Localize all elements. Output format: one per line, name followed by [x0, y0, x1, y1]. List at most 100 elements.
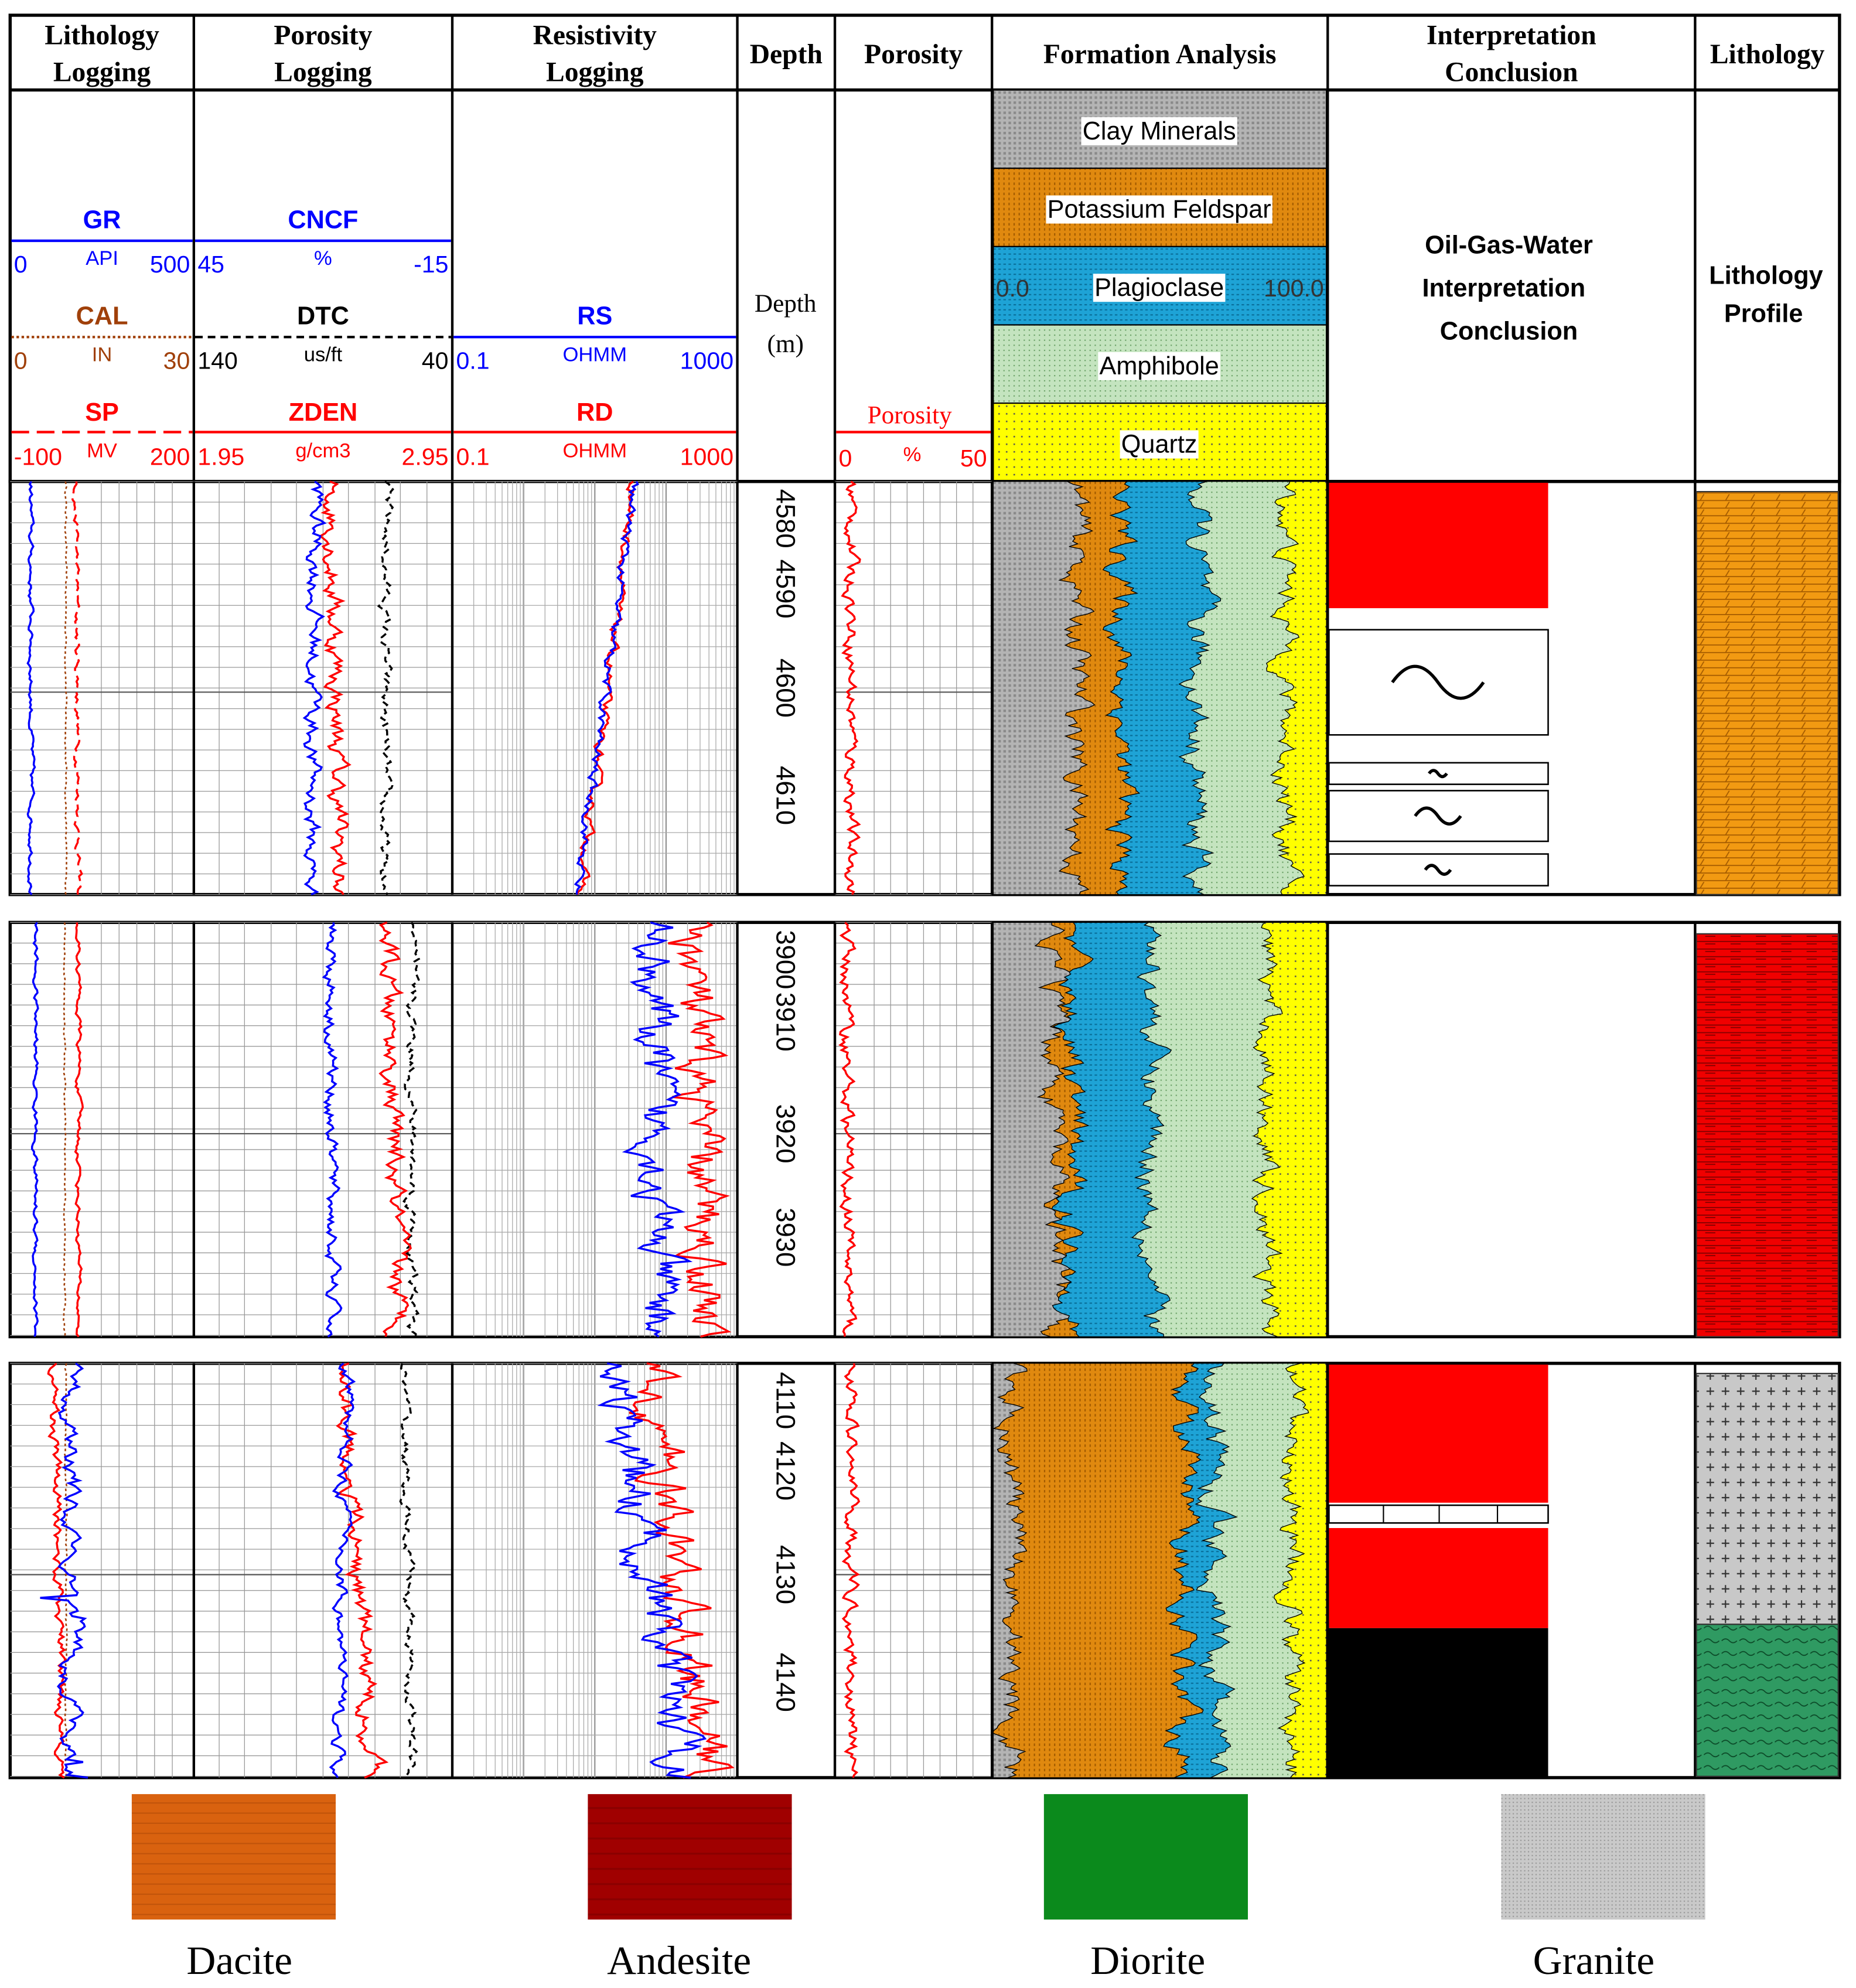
rd-curve — [668, 921, 732, 1338]
legend-label-background — [1093, 274, 1226, 302]
scale-unit: % — [314, 247, 332, 270]
curve-name-rd: RD — [576, 398, 613, 427]
depth-tick-label: 4600 — [771, 659, 801, 718]
scale-max: 200 — [150, 444, 190, 470]
scale-min: 1.95 — [197, 444, 244, 470]
scale-max: 2.95 — [402, 444, 449, 470]
depth-label: Depth — [755, 289, 817, 318]
depth-tick-label: 4590 — [771, 560, 801, 619]
column-title: Depth — [750, 39, 823, 70]
scale-max: 1000 — [680, 444, 733, 470]
curve-name-sp: SP — [85, 398, 119, 427]
depth-tick-label: 4580 — [771, 489, 801, 548]
gr-curve — [26, 480, 36, 895]
non-reservoir-block — [1329, 1628, 1548, 1776]
legend-swatch-andesite — [588, 1794, 792, 1920]
scale-min: 0 — [839, 445, 852, 472]
column-title: Logging — [546, 57, 644, 87]
scale-min: 0.0 — [996, 275, 1029, 302]
legend-label-clay-minerals: Clay Minerals — [1083, 117, 1236, 145]
scale-max: 40 — [422, 347, 449, 374]
water-wave-icon — [1391, 664, 1485, 700]
legend-label-andesite: Andesite — [607, 1938, 751, 1983]
scale-max: 30 — [163, 347, 190, 374]
scale-unit: us/ft — [304, 343, 343, 366]
column-title: Interpretation — [1427, 21, 1596, 51]
column-title: Formation Analysis — [1043, 39, 1277, 70]
porosity-curve — [841, 480, 861, 895]
lithology-profile-granite — [1695, 1373, 1839, 1625]
column-title: Lithology — [45, 21, 159, 51]
water-wave-icon — [1424, 864, 1452, 876]
legend-label-background — [1046, 195, 1272, 224]
scale-max: 500 — [150, 251, 190, 278]
legend-label-plagioclase: Plagioclase — [1094, 274, 1224, 302]
cal-curve — [64, 481, 68, 895]
legend-label-background — [1098, 352, 1220, 380]
sp-curve — [47, 1362, 67, 1779]
depth-tick-label: 4120 — [771, 1441, 801, 1501]
scale-max: -15 — [414, 251, 448, 278]
log-track-1 — [8, 480, 1841, 896]
zden-curve — [318, 480, 352, 895]
sp-curve — [71, 481, 83, 895]
rs-curve — [597, 1362, 707, 1779]
curve-name-gr: GR — [83, 206, 121, 234]
legend-swatch-granite — [1501, 1794, 1705, 1920]
depth-tick-label: 4110 — [771, 1372, 801, 1430]
legend-label-granite: Granite — [1533, 1938, 1654, 1983]
dtc-curve — [377, 480, 394, 895]
depth-tick-label: 4610 — [771, 766, 801, 825]
track-grid — [10, 922, 992, 1337]
interpretation-header-line: Oil-Gas-Water — [1425, 231, 1593, 260]
porosity-curve-name: Porosity — [868, 401, 953, 429]
legend-label-potassium-feldspar: Potassium Feldspar — [1048, 196, 1271, 224]
scale-max: 50 — [960, 445, 987, 472]
gr-curve — [40, 1362, 88, 1779]
depth-tick-label: 3910 — [771, 993, 801, 1052]
interpretation-header-line: Interpretation — [1422, 274, 1586, 302]
curve-name-cal: CAL — [76, 302, 128, 330]
column-title: Porosity — [274, 21, 372, 51]
curve-name-dtc: DTC — [297, 302, 349, 330]
column-title: Logging — [53, 57, 151, 87]
depth-unit: (m) — [767, 330, 804, 358]
rd-curve — [576, 480, 634, 895]
column-title: Logging — [274, 57, 372, 87]
legend-label-amphibole: Amphibole — [1099, 352, 1219, 380]
oil-layer-block — [1329, 1527, 1548, 1628]
porosity-curve — [838, 922, 858, 1337]
zden-curve — [336, 1362, 389, 1779]
scale-max: 1000 — [680, 347, 733, 374]
legend-label-diorite: Diorite — [1090, 1938, 1205, 1983]
scale-min: 45 — [197, 251, 224, 278]
cncf-curve — [322, 922, 343, 1338]
scale-unit: % — [903, 444, 922, 466]
legend-swatch-dacite — [131, 1794, 336, 1920]
scale-max: 100.0 — [1264, 275, 1324, 302]
sp-curve — [74, 922, 84, 1338]
legend-label-background — [1120, 430, 1199, 459]
column-title: Porosity — [864, 39, 963, 70]
depth-tick-label: 4140 — [771, 1653, 801, 1712]
scale-min: -100 — [14, 444, 62, 470]
scale-min: 0 — [14, 347, 28, 374]
column-title: Resistivity — [533, 21, 657, 51]
depth-tick-label: 3930 — [771, 1208, 801, 1267]
rs-curve — [574, 480, 639, 895]
scale-unit: IN — [92, 343, 112, 366]
dtc-curve — [402, 922, 421, 1337]
gr-curve — [30, 922, 39, 1337]
scale-unit: g/cm3 — [295, 440, 350, 462]
scale-unit: API — [86, 247, 118, 270]
curve-name-cncf: CNCF — [288, 206, 358, 234]
water-wave-icon — [1428, 769, 1448, 779]
depth-tick-label: 4130 — [771, 1545, 801, 1604]
column-title: Conclusion — [1445, 57, 1578, 87]
scale-min: 0.1 — [456, 347, 489, 374]
lithology-profile-diorite — [1695, 1624, 1839, 1777]
cncf-curve — [329, 1362, 356, 1778]
scale-min: 0.1 — [456, 444, 489, 470]
curve-name-zden: ZDEN — [289, 398, 358, 427]
